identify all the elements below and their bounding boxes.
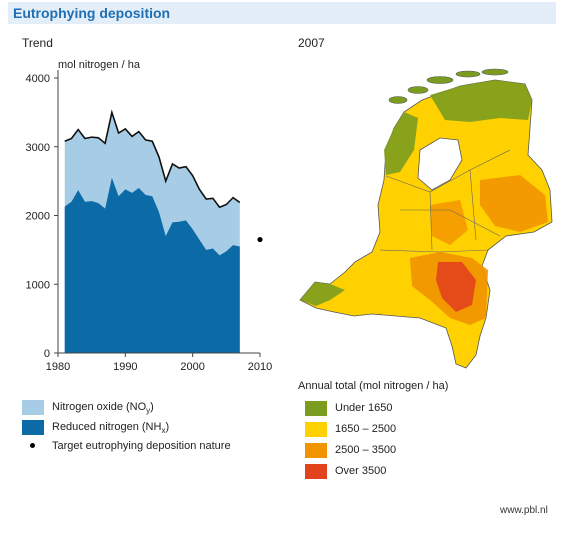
map-region-north [430,80,532,122]
map-island [388,96,408,104]
map-legend-label-under-1650: Under 1650 [335,402,393,414]
legend-label-nhx: Reduced nitrogen (NHx) [52,421,169,435]
map-legend-swatch-over-3500 [305,464,327,479]
map-region-hotspot [436,262,476,312]
map-province-border [429,191,433,251]
y-tick-label: 3000 [26,142,50,154]
legend-label-target: Target eutrophying deposition nature [52,440,231,452]
map-legend-swatch-under-1650 [305,401,327,416]
target-point [257,236,263,243]
y-axis-label: mol nitrogen / ha [58,59,140,71]
x-tick-label: 2010 [248,361,272,373]
trend-title: Trend [22,36,53,50]
map-legend-swatch-1650-2500 [305,422,327,437]
map-province-border [385,149,511,193]
footer-source: www.pbl.nl [500,505,548,516]
y-tick-label: 0 [44,348,50,360]
x-tick-label: 2000 [180,361,204,373]
map-lake [417,137,463,191]
legend-nox-sub: y [146,406,151,416]
map-outline [299,79,553,369]
legend-swatch-nhx [22,420,44,435]
map-island [455,70,481,78]
page-title: Eutrophying deposition [13,5,171,21]
map-legend-label-2500-3500: 2500 – 3500 [335,444,397,456]
map-legend-label-1650-2500: 1650 – 2500 [335,423,397,435]
map-legend-title: Annual total (mol nitrogen / ha) [298,380,449,392]
map-province-border [379,249,489,253]
area-nhx [64,177,240,353]
total-line [64,109,241,209]
map-province-border [400,209,501,237]
title-bar: Eutrophying deposition [8,2,556,24]
x-tick-label: 1990 [113,361,137,373]
legend-nhx-text: Reduced nitrogen (NH [52,421,162,433]
map-region-center [430,200,468,245]
y-tick-label: 1000 [26,279,50,291]
map-island [407,86,429,94]
map-island [481,68,509,76]
map-title: 2007 [298,36,325,50]
map-province-border [469,169,477,241]
map-legend-swatch-2500-3500 [305,443,327,458]
map-island [426,76,454,84]
netherlands-map [299,68,553,369]
legend-nox-tail: ) [150,401,154,413]
legend-nox-text: Nitrogen oxide (NO [52,401,147,413]
legend-target-dot-icon [30,443,35,448]
x-tick-label: 1980 [46,361,70,373]
legend-swatch-nox [22,400,44,415]
y-tick-label: 4000 [26,73,50,85]
map-legend-label-over-3500: Over 3500 [335,465,387,477]
legend-nhx-tail: ) [165,421,170,433]
map-region-northwest [384,112,418,175]
legend-nhx-sub: x [161,426,166,436]
legend-label-nox: Nitrogen oxide (NOy) [52,401,154,415]
map-region-southwest [300,282,345,306]
y-tick-label: 2000 [26,211,50,223]
map-region-east [480,175,548,232]
